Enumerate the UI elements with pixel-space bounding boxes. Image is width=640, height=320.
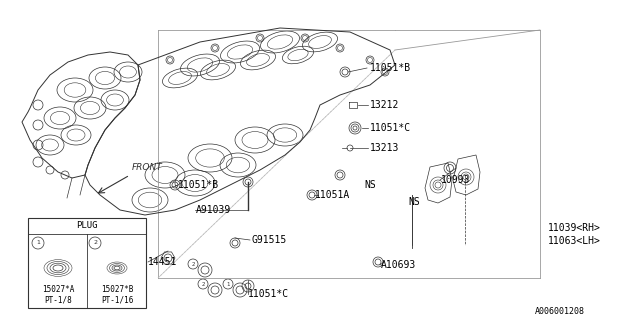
Text: 14451: 14451	[148, 257, 177, 267]
Text: NS: NS	[364, 180, 376, 190]
Text: 1: 1	[227, 282, 230, 286]
Text: 11039<RH>: 11039<RH>	[548, 223, 601, 233]
Text: 2: 2	[93, 241, 97, 245]
Text: 2: 2	[201, 282, 205, 286]
Text: A91039: A91039	[196, 205, 231, 215]
Text: 11051A: 11051A	[315, 190, 350, 200]
Text: 15027*B: 15027*B	[101, 285, 133, 294]
Text: 11051*C: 11051*C	[248, 289, 289, 299]
Text: 11051*B: 11051*B	[370, 63, 411, 73]
Text: 15027*A: 15027*A	[42, 285, 74, 294]
Text: 11051*B: 11051*B	[178, 180, 219, 190]
Text: 1: 1	[36, 241, 40, 245]
Text: NS: NS	[408, 197, 420, 207]
Text: G91515: G91515	[252, 235, 287, 245]
Text: A006001208: A006001208	[535, 308, 585, 316]
Text: 13213: 13213	[370, 143, 399, 153]
Text: 13212: 13212	[370, 100, 399, 110]
Text: 11051*C: 11051*C	[370, 123, 411, 133]
Bar	[28, 218, 146, 308]
Text: FRONT: FRONT	[132, 163, 163, 172]
Text: 11063<LH>: 11063<LH>	[548, 236, 601, 246]
Text: 10993: 10993	[441, 175, 470, 185]
Text: PT-1/8: PT-1/8	[44, 295, 72, 305]
Text: 2: 2	[191, 261, 195, 267]
Text: PLUG: PLUG	[76, 221, 98, 230]
Text: A10693: A10693	[381, 260, 416, 270]
Text: PT-1/16: PT-1/16	[101, 295, 133, 305]
